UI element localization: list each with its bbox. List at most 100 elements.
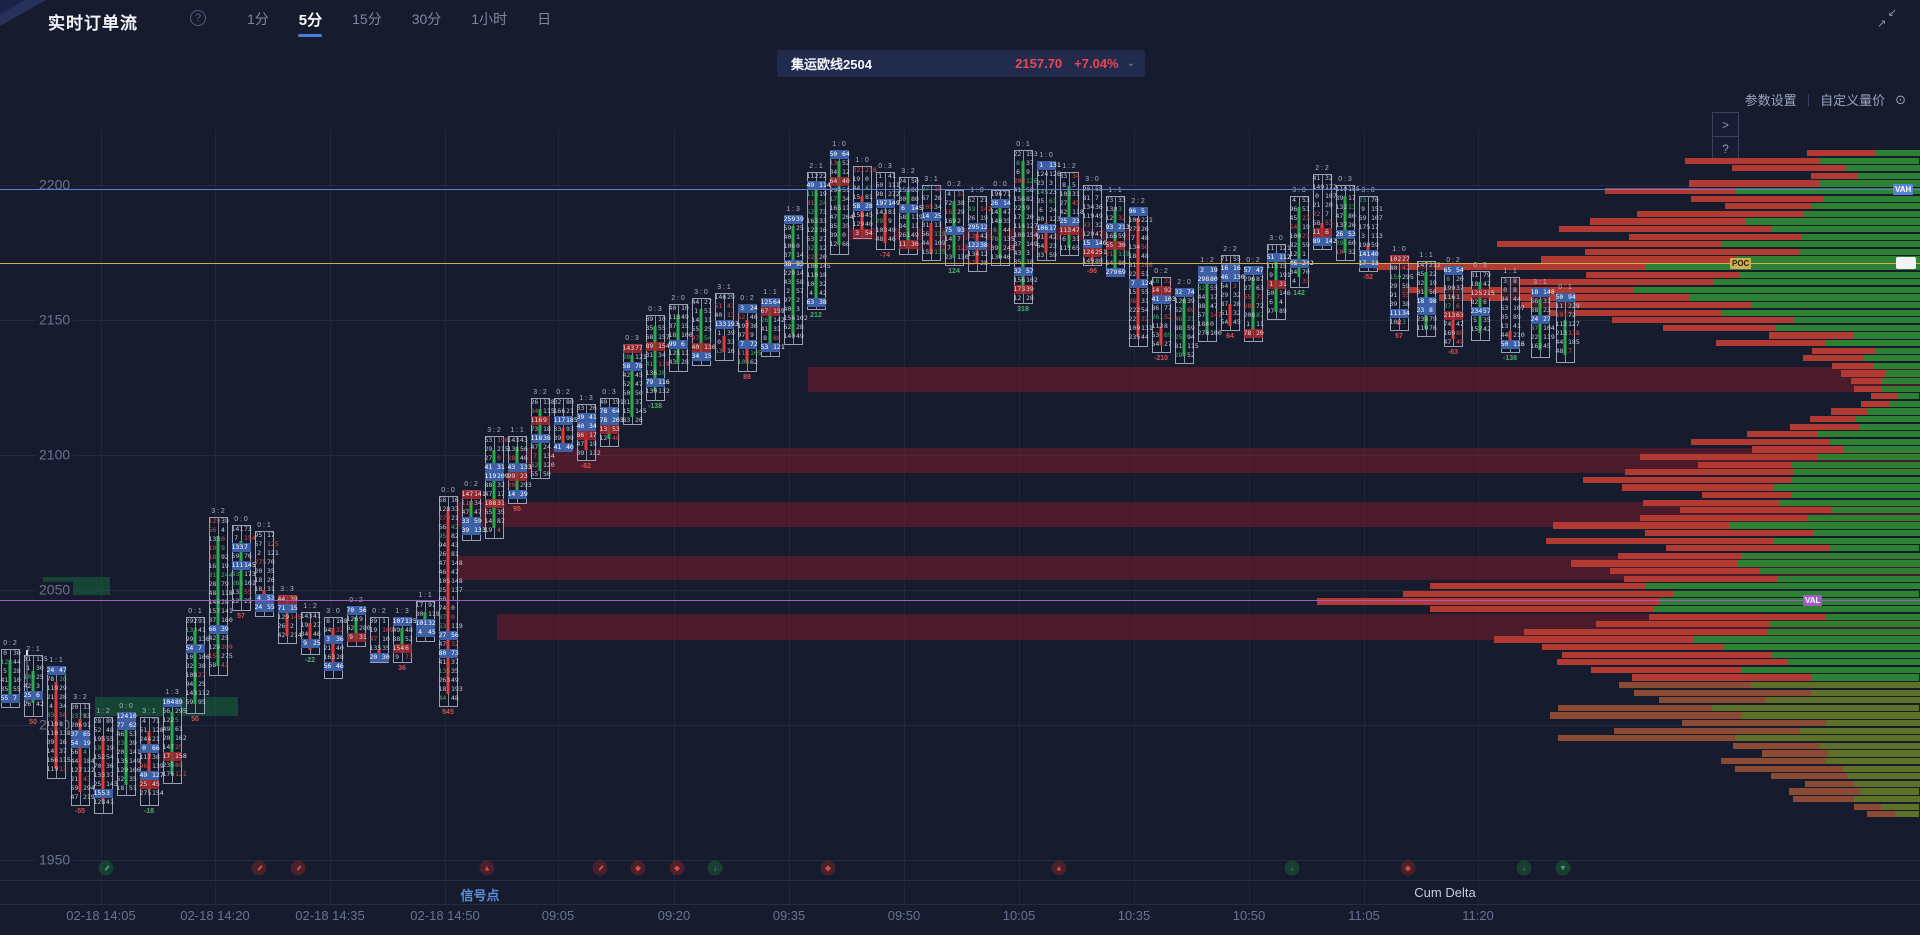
footprint-candle[interactable]: 0 30 121 44 5 28 41 10 35 55 55 7 0 : 2 bbox=[0, 640, 21, 709]
footprint-candle[interactable]: 2 19 298 80 32 55 44 17 88 47 57 147 184 0 278 100 1 : 2 bbox=[1197, 257, 1222, 342]
signal-marker-diamond-icon[interactable]: ◆ bbox=[630, 860, 646, 876]
footprint-candle[interactable]: 9055817134361194993321294715140124251149… bbox=[1082, 176, 1107, 275]
footprint-candle[interactable]: 4539651452354191002182591214624234704333… bbox=[1289, 187, 1314, 297]
footprint-candle[interactable]: 39 1 19 109 47 10 135 35 20 30 0 : 2 bbox=[369, 608, 394, 663]
footprint-candle[interactable]: 143 41 19 27 34 46 9 25 1 : 2 -22 bbox=[300, 603, 321, 664]
footprint-candle[interactable]: 124 10 77 62 46 53 23 39 20 141 135 149 129 106 52 35 18… bbox=[116, 703, 141, 796]
signal-marker-arrow-down-icon[interactable]: ↓ bbox=[1284, 860, 1300, 876]
footprint-candle[interactable]: 141 73 7 154 133 7 59 76 111 145 43 173 266 102 13 55 12… bbox=[231, 516, 256, 620]
volume-profile-row bbox=[1618, 552, 1920, 559]
footprint-candle[interactable]: 22121819044411581582815845129403541 : 0 bbox=[852, 157, 877, 240]
footprint-candle[interactable]: 70561269622809310 : 2 bbox=[346, 597, 371, 648]
footprint-candle[interactable]: 24 47 78 16 119 29 21 28 4 34 33 58 110 8 110 138 39 16 14… bbox=[46, 657, 71, 779]
footprint-candle[interactable]: 31 135 1 30 109 25 42 3 25 6 26 42 2 : 1 50 bbox=[23, 646, 48, 726]
footprint-candle[interactable]: 40 191 78 64 78 203 13 53 12 48 0 : 3 bbox=[599, 389, 624, 448]
footprint-candle[interactable]: 65 54 8 20 199 37 116 1 37 6 213 63 74 47 169 89 47 49 0 :… bbox=[1443, 257, 1464, 356]
tab-interval-2[interactable]: 15分 bbox=[352, 11, 382, 27]
footprint-candle[interactable]: 26 138 84 115 116 9 73 18 118 38 47 24 7 134 62 120 55 50… bbox=[530, 389, 555, 480]
tab-interval-5[interactable]: 日 bbox=[537, 11, 552, 27]
footprint-candle[interactable]: 1 41 50 111 98 272 197 149 143 81 29 9 103 49 48 46 0 : … bbox=[875, 163, 900, 259]
footprint-candle[interactable]: 32 80 166 21 117 185 33 93 39 99 41 40 0 : 2 bbox=[553, 389, 578, 453]
cum-delta-panel-label[interactable]: Cum Delta bbox=[1414, 885, 1476, 900]
footprint-candle[interactable]: 147 141 119 34 47 47 33 59 39 133 0 : 2 bbox=[461, 481, 486, 542]
signal-marker-gauge-icon[interactable] bbox=[290, 860, 306, 876]
footprint-candle[interactable]: 28 89 52 48 195 55 19 19 152 54 70 36 133 37 25 143 155 3… bbox=[93, 708, 118, 814]
footprint-candle[interactable]: 32 74 128 39 52 69 46 21 88 59 252 94 81 115 287 52 2 : … bbox=[1174, 279, 1199, 364]
footprint-candle[interactable]: 110 155 39 17 132 13 47 80 137 26 26 53 291 60 10 32 0 :… bbox=[1335, 176, 1360, 261]
footprint-candle[interactable]: 129 39 56 4 133 0 19 9 18 92 16 19 31 244 28 79 48 118 146… bbox=[208, 508, 233, 677]
footprint-row: 71 15 bbox=[277, 604, 298, 614]
footprint-candle[interactable]: 146 29 51 41 40 13 133 193 1 39 0 33 53 16 3 : 1 bbox=[714, 284, 739, 361]
footprint-candle[interactable]: 50 94 11 229 191 72 112 127 213 138 44 185 48 7 0 : 1 bbox=[1555, 284, 1580, 363]
footprint-candle[interactable]: 18 32 14 92 41 103 86 77 261 52 113 8 53 69 54 27 0 : 2-… bbox=[1151, 268, 1176, 362]
collapse-icon[interactable]: ↙ ↗ bbox=[1877, 7, 1897, 30]
footprint-candle[interactable]: 41 32 149 172 0 107 21 20 22 7 58 53 11 6 89 142 2 : 2 bbox=[1312, 165, 1337, 251]
signal-marker-gauge-icon[interactable] bbox=[98, 860, 114, 876]
footprint-candle[interactable]: 40 10 113 49 37 15 18 100 99 6 121 11 43 28 2 : 0 bbox=[668, 295, 693, 372]
instrument-selector[interactable]: 集运欧线2504 2157.70 +7.04% ⌄ bbox=[777, 50, 1145, 77]
footprint-candle[interactable]: 2593959254011060371438932291443582579724… bbox=[783, 206, 808, 345]
footprint-candle[interactable]: 11 121 51 112 115 15 9 191 1 31 50 146 6 4 97 89 3 : 0 bbox=[1266, 235, 1291, 321]
footprint-candle[interactable]: 8 168 94 32 3 36 21 40 163 28 56 46 3 : 0 bbox=[323, 608, 348, 679]
footprint-candle[interactable]: 4 71 51 128 244 21 0 66 117 38 96 139 49 127 25 45 275 15… bbox=[139, 708, 164, 815]
footprint-candle[interactable]: 102 27 40 47 159 295 29 59 91 55 39 38 111 34 102 3 1 : … bbox=[1389, 246, 1414, 340]
expand-panel-button[interactable]: > bbox=[1712, 112, 1739, 137]
signal-marker-diamond-icon[interactable]: ◆ bbox=[820, 860, 836, 876]
footprint-candle[interactable]: 58 16 128 33 270 21 56 42 95 82 94 43 26 81 47 148 46 47 1… bbox=[438, 487, 463, 716]
footprint-candle[interactable]: 125 64 67 159 26 142 41 31 8 86 53 121 1 : 1 bbox=[760, 289, 785, 358]
footprint-candle[interactable]: 71 55 16 16 46 130 54 3 29 32 87 28 51 32 54 45 2 : 2 64 bbox=[1220, 246, 1245, 340]
footprint-candle[interactable]: 31 79 18 47 125 215 82 6 234 57 5 35 157 42 0 : 3 bbox=[1470, 262, 1495, 342]
footprint-candle[interactable]: 245015680308061455811984112614911303 : 2 bbox=[898, 168, 923, 255]
footprint-candle[interactable]: 2215363769208126415815682223917201141271… bbox=[1013, 141, 1038, 313]
footprint-candle[interactable]: 5064135234126440294511734163114726485353… bbox=[829, 141, 854, 255]
signal-marker-tri-down-icon[interactable]: ▼ bbox=[1555, 860, 1571, 876]
tab-interval-0[interactable]: 1分 bbox=[247, 11, 269, 27]
signal-marker-diamond-icon[interactable]: ◆ bbox=[1400, 860, 1416, 876]
signal-marker-diamond-icon[interactable]: ◆ bbox=[669, 860, 685, 876]
footprint-candle[interactable]: 89 10 35 55 68 157 89 154 31 34 41 119 136 28 79 116 130… bbox=[645, 306, 670, 410]
footprint-candle[interactable]: 2370915159107175173113199591414017133 : … bbox=[1358, 187, 1383, 281]
tab-interval-3[interactable]: 30分 bbox=[411, 11, 442, 27]
footprint-candle[interactable]: 18 148 56 31 38 23 24 27 87 104 22 119 162 45 3 : 1 bbox=[1530, 279, 1555, 358]
footprint-candle[interactable]: 143 77 28 121 58 78 42 45 52 47 50 50 31 37 15 145 83 26 0… bbox=[622, 335, 647, 426]
footprint-candle[interactable]: 3 8 0 8 94 44 53 107 35 89 13 41 44 210 50 116 1 : 1 -138 bbox=[1500, 268, 1525, 362]
footprint-candle[interactable]: 44397115129145262422143 : 3 bbox=[277, 586, 302, 645]
custom-volume-price-button[interactable]: 自定义量价 bbox=[1820, 93, 1886, 108]
footprint-candle[interactable]: 20 13 237 83 206 91 37 65 54 19 56 4 44 184 127 122 21 43… bbox=[70, 694, 95, 815]
footprint-candle[interactable]: 4 33 72 38 163 29 169 2 75 93 14 7 7 123 23 130 0 : 2 124 bbox=[944, 181, 969, 275]
tab-interval-1[interactable]: 5分 bbox=[297, 0, 324, 39]
footprint-candle[interactable]: 147 212 45 22 32 19 31 56 18 98 23 8 238 79 119 76 1 : 1 bbox=[1416, 252, 1441, 337]
footprint-candle[interactable]: 95 17 57 125 2 121 275 70 20 35 18 26 18 31 4 53 24 55 0 :… bbox=[254, 522, 279, 617]
signal-marker-arrow-down-icon[interactable]: ↓ bbox=[1516, 860, 1532, 876]
footprint-candle[interactable]: 53 198 29 215 27 0 41 31 119 209 88 32 47 17 188 31 65 35… bbox=[484, 427, 509, 540]
signal-marker-gauge-icon[interactable] bbox=[251, 860, 267, 876]
signal-marker-gauge-icon[interactable] bbox=[592, 860, 608, 876]
footprint-candle[interactable]: 3 24 52 46 197 36 97 9 7 72 118 105 103 62 0 : 2 88 bbox=[737, 295, 762, 381]
footprint-candle[interactable]: 57 47 296 87 27 63 65 73 285 72 208 87 1 11 78 20 0 : 2 bbox=[1243, 257, 1264, 342]
footprint-candle[interactable]: 143 43 131 56 28 46 43 133 99 23 20 293 14 29 1 : 1 95 bbox=[507, 427, 532, 513]
footprint-candle[interactable]: 27106726105341425311356119441091521353 :… bbox=[921, 176, 946, 261]
footprint-candle[interactable]: 1 131 124 126 23 3 145 23 35 61 6 24 40 123 106 17 91 42 6… bbox=[1036, 152, 1061, 261]
footprint-candle[interactable]: 33 26 39 41 40 34 86 17 47 19 39 112 1 : 3 -62 bbox=[576, 395, 601, 470]
footprint-candle[interactable]: 7333130312329321316659553021119648027969… bbox=[1105, 187, 1130, 277]
footprint-candle[interactable]: 52214314226192951212642122381341257281 :… bbox=[967, 187, 992, 272]
signal-marker-tri-up-icon[interactable]: ▲ bbox=[1051, 860, 1067, 876]
footprint-candle[interactable]: 33 34 8 5 103 31 27 45 42 118 25 23 113 47 6 31 111 65 1 :… bbox=[1059, 163, 1084, 256]
param-settings-button[interactable]: 参数设置 bbox=[1744, 93, 1797, 108]
footprint-candle[interactable]: 112 22 49 114 116 19 31 24 52 73 163 33 122 16 53 27 82 1… bbox=[806, 163, 831, 319]
signal-panel-label[interactable]: 信号点 bbox=[460, 888, 500, 903]
footprint-candle[interactable]: 96 5 106 221 273 26 7 48 134 50 18 48 31 266 22 51 7 124 1… bbox=[1128, 198, 1153, 347]
gear-icon[interactable]: ⊙ bbox=[1895, 91, 1906, 107]
footprint-candle[interactable]: 44 27 1 51 14 11 55 25 97 54 40 136 34 15 3 : 0 bbox=[691, 289, 716, 367]
signal-marker-arrow-down-icon[interactable]: ↓ bbox=[707, 860, 723, 876]
tab-interval-4[interactable]: 1小时 bbox=[471, 11, 508, 27]
footprint-candle[interactable]: 196 71 26 14 14 47 148 35 6 44 78 135 39 243 130 46 0 : … bbox=[990, 181, 1015, 267]
signal-marker-tri-up-icon[interactable]: ▲ bbox=[479, 860, 495, 876]
footprint-candle[interactable]: 17 97 30 119 101 32 4 45 1 : 1 bbox=[415, 592, 440, 642]
help-icon[interactable]: ? bbox=[190, 10, 206, 26]
footprint-row: 67 26 bbox=[922, 194, 942, 203]
footprint-candle[interactable]: 107 135 49 48 88 52 154 6 9 73 1 : 3 36 bbox=[392, 608, 417, 672]
footprint-candle[interactable]: 104 89 56 295 122 5 49 61 20 162 147 25 17 158 235 88 17… bbox=[162, 689, 187, 784]
footprint-candle[interactable]: 292 91 130 41 99 136 54 7 10 106 32 38 108 27 94 25 143 1… bbox=[185, 608, 210, 723]
